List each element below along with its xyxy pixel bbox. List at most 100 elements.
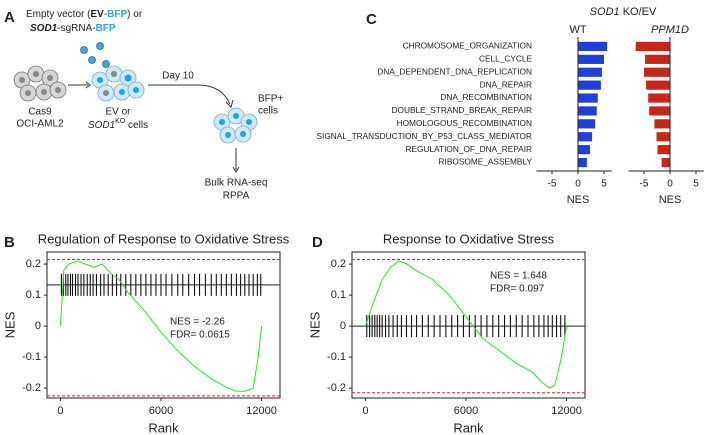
x-tick-label: 12000 [246, 405, 277, 417]
y-tick-label: 0.1 [331, 289, 346, 301]
chart-title: Regulation of Response to Oxidative Stre… [38, 231, 290, 246]
annotation: NES = -2.26 [170, 317, 225, 328]
vector-line: SOD1-sgRNA-BFP [30, 23, 116, 34]
category-label: DNA_RECOMBINATION [440, 92, 532, 102]
cell-label: cells [258, 106, 278, 117]
text-segment: KO [115, 118, 126, 125]
category-label: RIBOSOME_ASSEMBLY [439, 157, 533, 167]
x-tick-label: 0 [362, 405, 368, 417]
y-tick-label: -0.1 [327, 351, 346, 363]
category-label: DOUBLE_STRAND_BREAK_REPAIR [392, 105, 532, 115]
category-label: CHROMOSOME_ORGANIZATION [403, 41, 532, 51]
cell-label: BFP+ [258, 94, 283, 105]
x-tick-label: 12000 [551, 405, 582, 417]
panel-label: C [366, 11, 377, 28]
bar [578, 119, 596, 129]
cell-label: SOD1KO cells [88, 118, 148, 130]
bar [578, 157, 587, 168]
panel-label: A [4, 9, 15, 26]
y-tick-label: 0.1 [26, 289, 41, 301]
enrichment-curve [364, 260, 568, 389]
bar [578, 132, 593, 142]
text-segment: KO/EV [620, 6, 657, 18]
x-tick-label: 5 [693, 179, 699, 190]
step-label: Day 10 [162, 71, 194, 82]
x-tick-label: 0 [667, 179, 673, 190]
text-segment: BFP [96, 23, 116, 34]
vector-line: Empty vector (EV-BFP) or [26, 9, 143, 20]
bar [656, 132, 670, 142]
diagram-art [13, 42, 258, 173]
bar [635, 41, 670, 52]
text-segment: ) or [127, 9, 143, 20]
x-axis-label: NES [567, 194, 590, 206]
readout-label: RPPA [223, 191, 250, 202]
text-segment: BFP [107, 9, 127, 20]
category-label: CELL_CYCLE [479, 54, 533, 64]
bar [578, 145, 590, 155]
panel-label: D [312, 234, 323, 251]
bar [578, 41, 608, 52]
category-label: DNA_DEPENDENT_DNA_REPLICATION [377, 66, 532, 76]
chart-title: SOD1 KO/EV [590, 6, 657, 18]
text-segment: Empty vector ( [26, 9, 91, 20]
bar [578, 54, 604, 64]
text-segment: cells [125, 120, 148, 131]
annotation: FDR= 0.097 [490, 284, 545, 295]
facet-title: WT [569, 24, 586, 36]
annotation: NES = 1.648 [490, 271, 547, 282]
bar [578, 80, 601, 90]
x-tick-label: 6000 [454, 405, 478, 417]
x-tick-label: 6000 [149, 405, 173, 417]
y-tick-label: 0 [340, 320, 346, 332]
x-axis-label: Rank [148, 420, 179, 435]
x-tick-label: -5 [640, 179, 649, 190]
category-label: REGULATION_OF_DNA_REPAIR [406, 144, 532, 154]
category-label: DNA_REPAIR [480, 79, 532, 89]
bar [578, 106, 597, 116]
chart-title: Response to Oxidative Stress [383, 231, 555, 246]
y-axis-label: NES [2, 311, 17, 338]
cell-label: OCI-AML2 [16, 119, 64, 130]
bar [578, 93, 598, 103]
x-axis-label: NES [659, 194, 682, 206]
y-axis-label: NES [307, 311, 322, 338]
y-tick-label: -0.1 [22, 351, 41, 363]
bar [657, 145, 670, 155]
bar [649, 106, 670, 116]
text-segment: - [104, 9, 107, 20]
text-segment: SOD1 [30, 23, 58, 34]
bar [646, 80, 670, 90]
x-tick-label: 0 [57, 405, 63, 417]
annotation: FDR= 0.0615 [170, 330, 230, 341]
bar [645, 54, 670, 64]
x-axis-label: Rank [453, 420, 484, 435]
category-label: SIGNAL_TRANSDUCTION_BY_P53_CLASS_MEDIATO… [317, 131, 532, 141]
y-tick-label: -0.2 [22, 382, 41, 394]
facet-title: PPM1D [651, 24, 689, 36]
panel-label: B [4, 234, 15, 251]
y-tick-label: 0 [35, 320, 41, 332]
x-tick-label: 5 [601, 179, 607, 190]
y-tick-label: 0.2 [26, 258, 41, 270]
bar [578, 67, 602, 77]
bar [644, 67, 670, 77]
bar [661, 157, 670, 168]
text-segment: EV [90, 9, 104, 20]
bar [648, 93, 670, 103]
text-segment: SOD1 [590, 6, 620, 18]
cell-label: Cas9 [28, 107, 52, 118]
y-tick-label: 0.2 [331, 258, 346, 270]
bar [654, 119, 670, 129]
enrichment-curve [59, 260, 263, 392]
plot-frame [351, 251, 586, 399]
text-segment: SOD1 [88, 120, 115, 131]
x-tick-label: -5 [548, 179, 557, 190]
x-tick-label: 0 [575, 179, 581, 190]
cell-label: EV or [105, 107, 131, 118]
y-tick-label: -0.2 [327, 382, 346, 394]
category-label: HOMOLOGOUS_RECOMBINATION [397, 118, 532, 128]
text-segment: -sgRNA- [57, 23, 95, 34]
plot-frame [46, 251, 281, 399]
